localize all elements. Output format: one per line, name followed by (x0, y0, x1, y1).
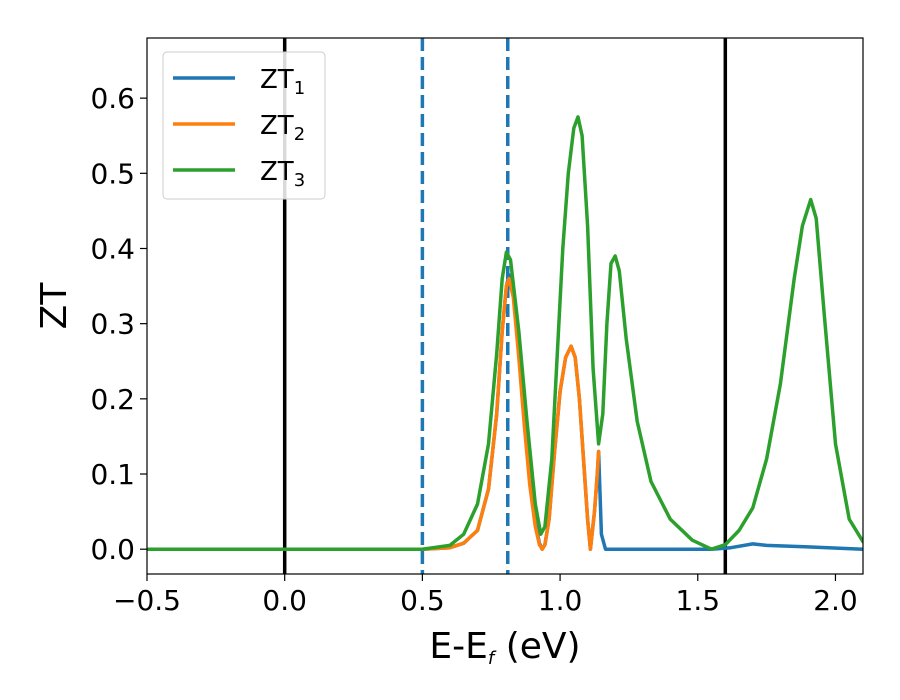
x-tick-label: 1.5 (676, 584, 721, 617)
x-axis: −0.5 0.0 0.5 1.0 1.5 2.0 (113, 574, 858, 617)
y-tick-label: 0.2 (90, 383, 135, 416)
y-axis: 0.0 0.1 0.2 0.3 0.4 0.5 0.6 (90, 82, 147, 566)
legend-label-zt3: ZT3 (260, 157, 305, 191)
series-line-zt2 (147, 276, 601, 551)
legend: ZT1 ZT2 ZT3 (162, 51, 326, 200)
y-tick-label: 0.1 (90, 458, 135, 491)
x-tick-label: 2.0 (813, 584, 858, 617)
series-line-zt3 (147, 115, 863, 551)
x-axis-title: E-Ef (eV) (429, 626, 580, 669)
y-tick-label: 0.0 (90, 533, 135, 566)
legend-label-zt2: ZT2 (260, 111, 305, 145)
plot-frame (146, 37, 864, 575)
x-tick-label: −0.5 (113, 584, 181, 617)
x-tick-label: 1.0 (538, 584, 583, 617)
y-tick-label: 0.3 (90, 308, 135, 341)
x-tick-label: 0.5 (400, 584, 445, 617)
legend-box (162, 51, 326, 200)
y-tick-label: 0.5 (90, 157, 135, 190)
x-tick-label: 0.0 (262, 584, 307, 617)
y-tick-label: 0.4 (90, 232, 135, 265)
series-lines (147, 115, 863, 551)
y-tick-label: 0.6 (90, 82, 135, 115)
legend-label-zt1: ZT1 (260, 65, 305, 99)
y-axis-title: ZT (34, 282, 75, 330)
